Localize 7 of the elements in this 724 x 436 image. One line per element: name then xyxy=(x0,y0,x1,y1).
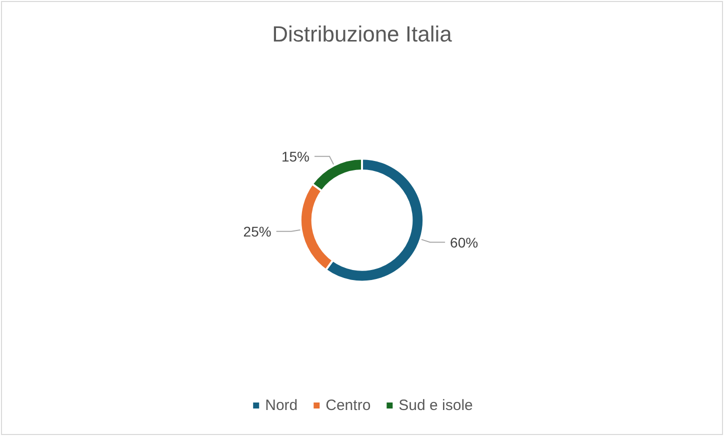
legend-label: Centro xyxy=(326,397,371,414)
data-label: 60% xyxy=(450,234,478,250)
data-label: 15% xyxy=(281,148,310,164)
chart-title: Distribuzione Italia xyxy=(272,22,453,46)
legend-label: Nord xyxy=(265,397,298,414)
data-label: 25% xyxy=(243,223,272,240)
legend-label: Sud e isole xyxy=(398,397,473,414)
